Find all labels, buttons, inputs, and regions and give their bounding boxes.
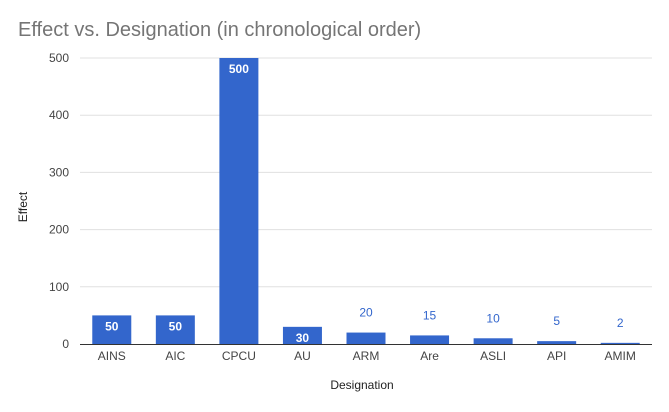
bar: [537, 341, 577, 344]
y-axis-title: Effect: [16, 191, 30, 222]
x-axis-title: Designation: [330, 378, 393, 392]
x-tick-label: ARM: [353, 349, 380, 363]
bar: [410, 335, 450, 344]
x-tick-label: AMIM: [605, 349, 636, 363]
x-tick-label: AU: [294, 349, 311, 363]
chart-title: Effect vs. Designation (in chronological…: [18, 19, 421, 41]
data-label: 50: [169, 319, 183, 333]
data-label: 15: [423, 308, 437, 322]
x-tick-labels: AINS AIC CPCU AU ARM Are ASLI API AMIM: [98, 349, 636, 363]
x-tick-label: ASLI: [480, 349, 506, 363]
data-label: 20: [359, 306, 373, 320]
grid-layer: [80, 57, 652, 345]
x-tick-label: Are: [420, 349, 439, 363]
x-tick-label: API: [547, 349, 566, 363]
data-label: 2: [617, 316, 624, 330]
bar: [92, 315, 132, 344]
y-tick-labels: 0 100 200 300 400 500: [49, 51, 69, 351]
bar: [473, 338, 513, 344]
data-label: 5: [553, 314, 560, 328]
bar: [346, 332, 386, 344]
bar: [600, 342, 640, 344]
y-tick-label: 0: [62, 337, 69, 351]
data-label: 50: [105, 319, 119, 333]
bar: [282, 326, 322, 344]
x-tick-label: AINS: [98, 349, 126, 363]
y-tick-label: 500: [49, 51, 69, 65]
y-tick-label: 400: [49, 108, 69, 122]
y-tick-label: 200: [49, 223, 69, 237]
data-label: 30: [296, 331, 310, 345]
data-label: 500: [229, 62, 249, 76]
y-tick-label: 300: [49, 165, 69, 179]
x-tick-label: CPCU: [222, 349, 256, 363]
bars: 50 50 500 30 20 15 10 5 2: [92, 58, 640, 345]
y-tick-label: 100: [49, 280, 69, 294]
x-tick-label: AIC: [165, 349, 185, 363]
bar: [219, 58, 259, 344]
data-label: 10: [486, 311, 500, 325]
bar: [155, 315, 195, 344]
